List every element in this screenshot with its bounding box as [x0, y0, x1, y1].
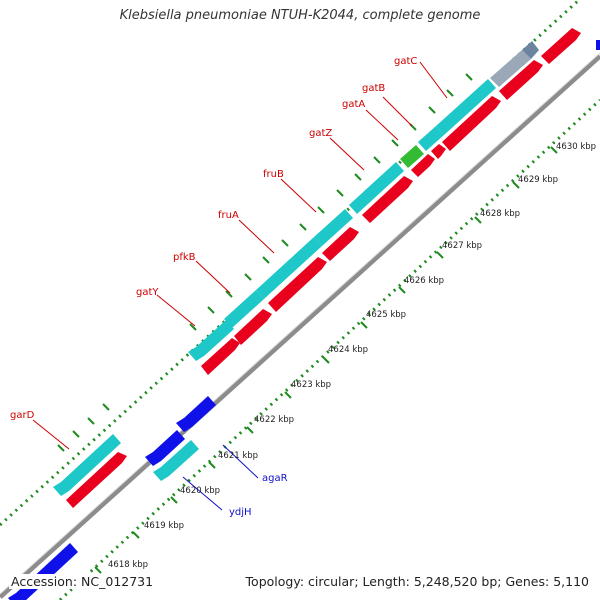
accession-value: NC_012731	[81, 574, 154, 589]
gene-forward[interactable]	[541, 28, 581, 64]
page-title: Klebsiella pneumoniae NTUH-K2044, comple…	[119, 8, 481, 23]
gene-label: gatC	[394, 56, 418, 67]
scale-tick-label: 4620 kbp	[180, 486, 221, 496]
gene-label: gatB	[362, 83, 386, 94]
gene-label: fruA	[218, 210, 239, 221]
gene-label: gatY	[136, 287, 159, 298]
gene-forward[interactable]	[66, 452, 127, 508]
scale-tick-label: 4626 kbp	[404, 276, 445, 286]
gene-grey[interactable]	[522, 41, 539, 59]
gene-forward[interactable]	[431, 144, 446, 159]
gene-reverse[interactable]	[153, 440, 199, 481]
genes-label: Genes:	[505, 574, 550, 589]
gene-forward[interactable]	[442, 96, 501, 151]
topology-label: Topology:	[245, 574, 305, 589]
scale-tick-label: 4629 kbp	[518, 175, 559, 185]
gene-reverse[interactable]	[224, 290, 264, 328]
gene-forward[interactable]	[268, 257, 327, 312]
scale-tick-label: 4628 kbp	[480, 209, 521, 219]
genome-backbone	[0, 54, 600, 599]
genes-value: 5,110	[553, 574, 589, 589]
gene-forward[interactable]	[234, 309, 272, 345]
length-value: 5,248,520 bp	[413, 574, 498, 589]
gene-forward[interactable]	[322, 227, 359, 261]
gene-reverse[interactable]	[418, 126, 444, 151]
genome-summary: Topology: circular; Length: 5,248,520 bp…	[243, 574, 591, 589]
gene-highlight[interactable]	[400, 145, 424, 168]
scale-tick-label: 4624 kbp	[328, 345, 369, 355]
gene-label: garD	[10, 410, 35, 421]
scale-tick-label: 4627 kbp	[442, 241, 483, 251]
forward-genes	[66, 28, 581, 508]
gene-reverse[interactable]	[436, 79, 496, 135]
gene-label: agaR	[262, 473, 288, 484]
accession-info: Accession: NC_012731	[9, 574, 156, 589]
label-leader-lines-lower	[182, 444, 259, 511]
length-label: Length:	[362, 574, 410, 589]
gene-forward[interactable]	[411, 154, 435, 177]
reverse-genes	[53, 79, 496, 496]
gene-reverse[interactable]	[349, 162, 404, 214]
gene-reverse[interactable]	[188, 320, 234, 361]
gene-label: fruB	[263, 169, 284, 180]
scale-tick-label: 4619 kbp	[144, 521, 185, 531]
scale-tick-label: 4618 kbp	[108, 560, 149, 570]
gene-reverse[interactable]	[314, 209, 353, 246]
gene-label: ydjH	[229, 507, 252, 518]
inner-ring-ticks	[94, 146, 558, 574]
gene-reverse-blue[interactable]	[176, 396, 216, 432]
gene-label: pfkB	[173, 252, 196, 263]
gene-reverse-blue-edge[interactable]	[596, 40, 600, 50]
gene-reverse[interactable]	[256, 237, 322, 299]
scale-tick-label: 4623 kbp	[291, 380, 332, 390]
gene-forward[interactable]	[201, 338, 240, 375]
scale-tick-label: 4621 kbp	[218, 451, 259, 461]
gene-reverse-blue[interactable]	[8, 543, 78, 600]
scale-tick-label: 4630 kbp	[556, 142, 597, 152]
gene-label: gatZ	[309, 128, 333, 139]
accession-label: Accession:	[11, 574, 78, 589]
label-leader-lines	[32, 61, 448, 450]
gene-reverse[interactable]	[53, 434, 121, 496]
gene-forward[interactable]	[362, 176, 413, 223]
genome-backbone-highlight	[0, 52, 600, 595]
gene-label: gatA	[342, 99, 366, 110]
topology-value: circular	[308, 574, 355, 589]
gene-reverse-blue[interactable]	[145, 430, 185, 466]
gene-grey[interactable]	[490, 50, 531, 87]
scale-tick-label: 4622 kbp	[254, 415, 295, 425]
scale-tick-label: 4625 kbp	[366, 310, 407, 320]
gene-forward[interactable]	[499, 60, 543, 100]
outer-ring-ticks	[57, 73, 473, 452]
